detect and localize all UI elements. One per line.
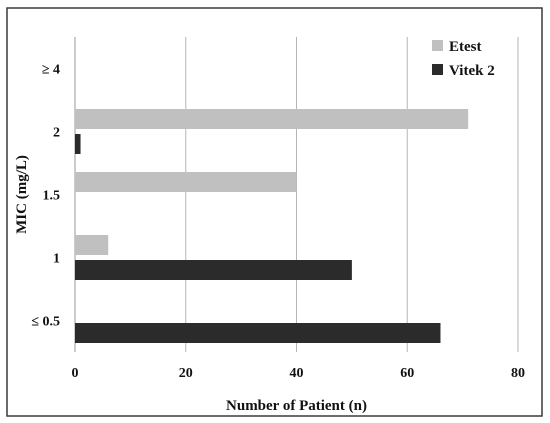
y-axis-title: MIC (mg/L) <box>14 155 30 234</box>
bar-vitek-2-0 <box>75 323 441 343</box>
bar-etest-3 <box>75 109 469 129</box>
legend-swatch-etest <box>432 40 443 51</box>
bar-etest-1 <box>75 235 109 255</box>
x-tick-label-80: 80 <box>511 366 525 381</box>
bar-vitek-2-3 <box>75 134 81 154</box>
x-tick-label-60: 60 <box>400 366 414 381</box>
gridlines <box>74 37 519 352</box>
x-tick-label-0: 0 <box>72 366 79 381</box>
legend: Etest Vitek 2 <box>432 39 495 79</box>
x-tick-label-20: 20 <box>179 366 193 381</box>
y-tick-label: 1.5 <box>43 189 61 204</box>
bar-vitek-2-1 <box>75 260 352 280</box>
legend-swatch-vitek-2 <box>432 64 443 75</box>
x-axis-title: Number of Patient (n) <box>226 398 367 414</box>
bar-etest-2 <box>75 172 297 192</box>
x-tick-label-40: 40 <box>290 366 304 381</box>
chart-frame <box>6 7 543 417</box>
bars <box>75 109 469 343</box>
y-tick-label: 1 <box>53 252 60 267</box>
y-tick-labels: ≤ 0.5 1 1.5 2 ≥ 4 <box>31 63 60 330</box>
legend-label-vitek-2: Vitek 2 <box>449 63 495 79</box>
y-tick-label: ≥ 4 <box>42 63 60 78</box>
y-tick-label: ≤ 0.5 <box>31 315 60 330</box>
x-tick-labels: 0 20 40 60 80 <box>72 366 526 381</box>
legend-label-etest: Etest <box>449 39 482 55</box>
y-tick-label: 2 <box>53 126 60 141</box>
